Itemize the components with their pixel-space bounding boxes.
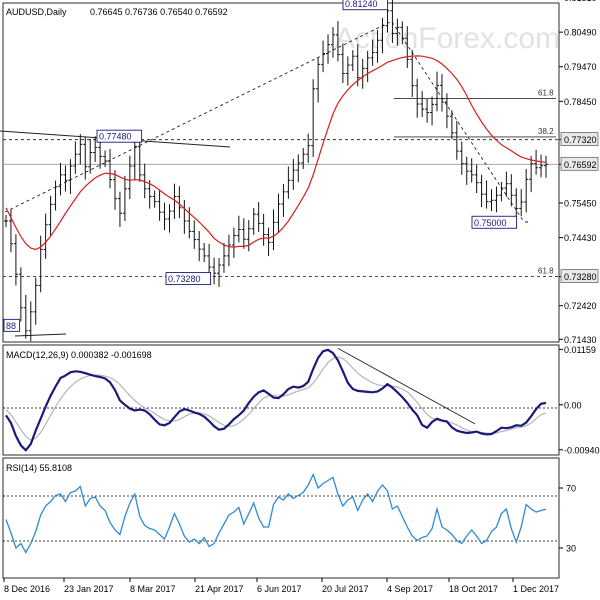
x-tick-label: 8 Mar 2017: [130, 584, 176, 594]
x-tick-label: 8 Dec 2016: [4, 584, 50, 594]
price-tick-label: 0.74430: [564, 233, 597, 243]
rsi-y-axis: 70 30: [559, 484, 576, 554]
macd-trendline: [337, 347, 476, 425]
price-tick-label: 0.76592: [564, 160, 597, 170]
fib-label: 61.8: [538, 267, 554, 276]
price-tick-label: 0.78450: [564, 97, 597, 107]
x-tick-label: 21 Apr 2017: [195, 584, 244, 594]
x-axis: 8 Dec 2016 23 Jan 2017 8 Mar 2017 21 Apr 20…: [3, 578, 559, 594]
price-tick-label: 0.77320: [564, 135, 597, 145]
price-panel-frame: [2, 2, 560, 343]
x-tick-label: 18 Oct 2017: [449, 584, 498, 594]
falling-trendline: [391, 21, 525, 223]
rsi-title: RSI(14) 55.8108: [6, 463, 72, 473]
rsi-tick-label: 70: [566, 484, 576, 494]
macd-title: MACD(12,26,9) 0.000382 -0.001698: [6, 350, 152, 360]
price-annotation-label: 88: [6, 321, 16, 331]
price-tick-label: 0.75450: [564, 199, 597, 209]
price-annotation-box: [342, 0, 389, 11]
rsi-line: [5, 472, 547, 554]
price-tick-label: 0.79470: [564, 62, 597, 72]
fib-label: 61.8: [538, 89, 554, 98]
price-annotation-box: [3, 318, 21, 332]
price-annotation-label: 0.75000: [474, 218, 507, 228]
rsi-tick-label: 30: [566, 544, 576, 554]
fib-label: 38.2: [538, 127, 554, 136]
price-tick-label: 0.80490: [564, 28, 597, 38]
support-line: [14, 333, 67, 337]
price-tick-highlight: [560, 132, 599, 146]
macd-tick-label: -0.009408: [564, 445, 600, 455]
price-tick-highlight: [560, 269, 599, 283]
price-y-axis: 0.81510 0.80490 0.79470 0.78450 0.77320 0.765…: [559, 0, 599, 345]
macd-panel-frame: [2, 344, 560, 456]
x-tick-label: 23 Jan 2017: [64, 584, 114, 594]
rsi-panel-frame: [2, 457, 560, 579]
x-tick-label: 1 Dec 2017: [513, 584, 559, 594]
x-tick-label: 20 Jul 2017: [322, 584, 369, 594]
price-title: AUDUSD,Daily: [6, 7, 67, 17]
x-tick-label: 4 Sep 2017: [387, 584, 433, 594]
macd-line: [5, 348, 547, 452]
price-annotation-box: [96, 129, 143, 143]
price-annotation-box: [165, 272, 212, 286]
moving-average-line: [5, 55, 547, 251]
price-annotation-label: 0.81240: [345, 0, 378, 9]
price-annotation-label: 0.77480: [99, 132, 132, 142]
price-tick-highlight: [560, 156, 599, 171]
price-tick-label: 0.81510: [564, 0, 597, 3]
price-annotations: 0.81240 0.77480 0.75000 0.73280 88 61.8 38.2 61…: [3, 0, 554, 332]
price-bars: [4, 0, 548, 342]
price-tick-label: 0.73280: [564, 272, 597, 282]
macd-y-axis: 0.01159 0.00 -0.009408: [559, 345, 600, 455]
macd-tick-label: 0.01159: [564, 345, 596, 355]
price-annotation-box: [471, 215, 518, 229]
macd-tick-label: 0.00: [564, 400, 582, 410]
macd-signal-line: [5, 356, 547, 441]
x-tick-label: 6 Jun 2017: [257, 584, 302, 594]
price-tick-label: 0.72420: [564, 301, 597, 311]
macd-trendline-segment: [337, 347, 476, 425]
price-annotation-label: 0.73280: [168, 274, 201, 284]
ohlc-header: 0.76645 0.76736 0.76540 0.76592: [90, 7, 228, 17]
watermark: ActionForex.com: [335, 22, 560, 55]
price-tick-label: 0.71430: [564, 335, 597, 345]
